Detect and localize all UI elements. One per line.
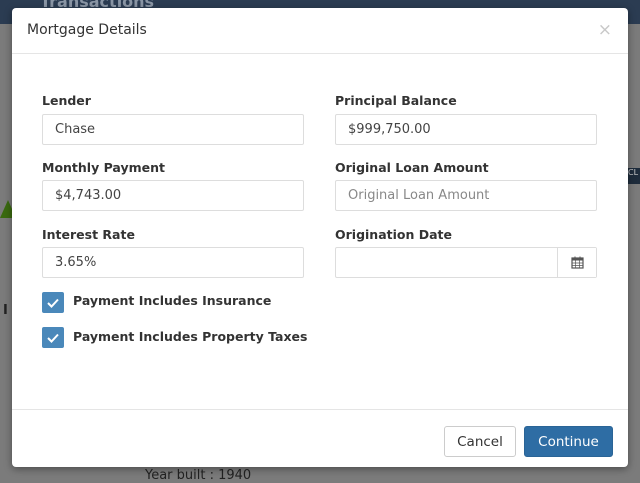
interest-rate-input[interactable] (42, 247, 304, 278)
modal-title: Mortgage Details (27, 22, 147, 38)
lender-label: Lender (42, 93, 91, 108)
close-icon[interactable]: × (597, 20, 612, 40)
background-header-title: Transactions (40, 0, 155, 11)
calendar-icon (570, 256, 584, 269)
cancel-button[interactable]: Cancel (444, 426, 516, 457)
property-taxes-checkbox-label: Payment Includes Property Taxes (73, 329, 308, 344)
monthly-payment-label: Monthly Payment (42, 160, 165, 175)
interest-rate-label: Interest Rate (42, 227, 135, 242)
original-loan-amount-input[interactable] (335, 180, 597, 211)
background-text-fragment: I (3, 303, 8, 318)
modal-header: Mortgage Details × (12, 8, 628, 54)
monthly-payment-input[interactable] (42, 180, 304, 211)
checkmark-icon (47, 298, 59, 308)
original-loan-amount-label: Original Loan Amount (335, 160, 489, 175)
mortgage-details-modal: Mortgage Details × Lender Principal Bala… (12, 8, 628, 467)
insurance-checkbox[interactable] (42, 292, 64, 313)
checkmark-icon (47, 333, 59, 343)
continue-button[interactable]: Continue (524, 426, 613, 457)
lender-input[interactable] (42, 114, 304, 145)
origination-date-label: Origination Date (335, 227, 453, 242)
background-badge-fragment: CL (628, 168, 640, 184)
calendar-button[interactable] (557, 248, 596, 277)
principal-balance-label: Principal Balance (335, 93, 457, 108)
modal-footer: Cancel Continue (12, 409, 628, 467)
background-year-built: Year built : 1940 (145, 468, 252, 483)
origination-date-input[interactable] (335, 247, 597, 278)
principal-balance-input[interactable] (335, 114, 597, 145)
property-taxes-checkbox[interactable] (42, 327, 64, 348)
insurance-checkbox-label: Payment Includes Insurance (73, 293, 272, 308)
